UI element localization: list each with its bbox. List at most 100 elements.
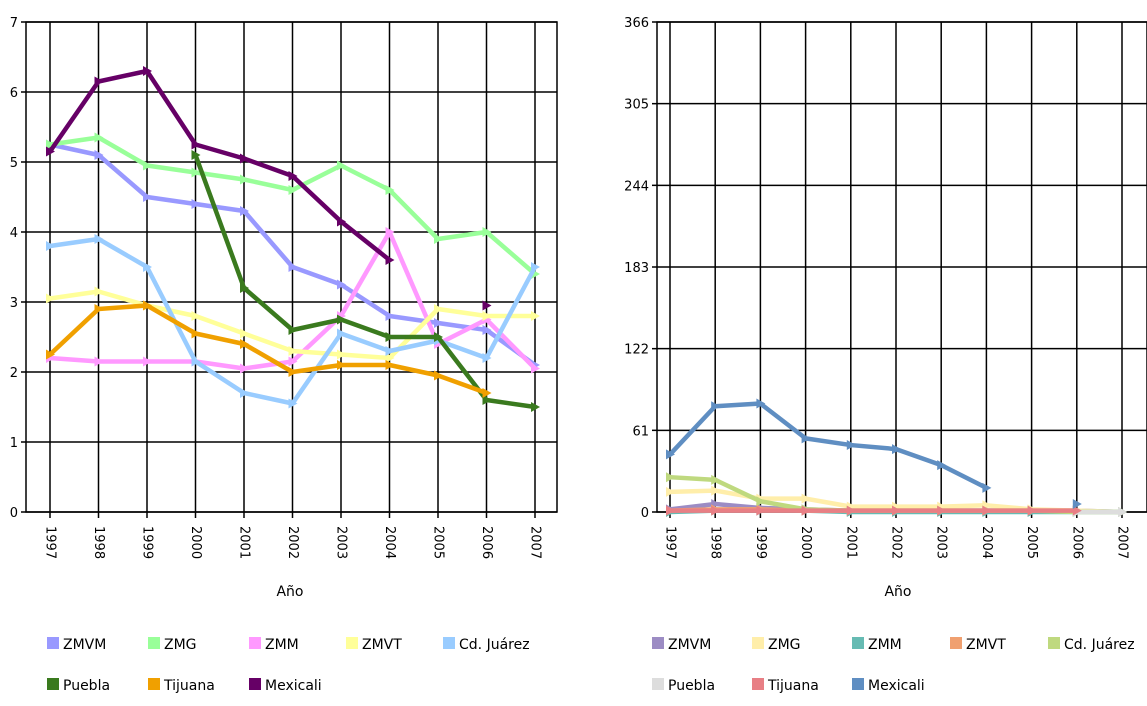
data-point — [240, 174, 249, 185]
x-tick-label: 2006 — [479, 526, 494, 559]
legend-swatch — [752, 678, 764, 690]
data-point — [288, 325, 298, 335]
data-point — [756, 505, 766, 516]
x-tick-label: 1999 — [753, 526, 768, 559]
series-mexicali — [46, 66, 492, 311]
data-point — [846, 440, 856, 451]
data-point — [482, 395, 492, 405]
data-point — [143, 160, 152, 171]
x-tick-label: 2001 — [237, 526, 252, 559]
data-point — [434, 304, 443, 314]
data-point — [385, 255, 395, 265]
data-point — [240, 388, 249, 398]
legend-swatch — [852, 637, 864, 649]
series-tijuana — [46, 300, 492, 398]
legend: ZMVM ZMG ZMM ZMVT Cd. Juárez Puebla Tijuana Mex… — [652, 637, 1135, 694]
data-point — [240, 153, 249, 164]
data-point — [482, 325, 492, 335]
data-point — [531, 262, 540, 272]
data-point — [434, 370, 443, 381]
data-point — [94, 286, 104, 297]
data-point — [94, 132, 104, 143]
legend-swatch — [1048, 637, 1060, 649]
y-tick-label: 305 — [624, 98, 649, 113]
data-point — [288, 356, 298, 367]
x-tick-label: 1999 — [140, 526, 155, 559]
y-tick-label: 244 — [624, 179, 649, 194]
data-point — [756, 398, 766, 409]
legend-label: ZMM — [265, 637, 299, 653]
legend-label: Puebla — [63, 678, 110, 694]
data-point — [240, 339, 249, 349]
data-point — [385, 311, 395, 321]
y-tick-label: 122 — [624, 343, 649, 358]
data-point — [143, 300, 152, 311]
y-tick-label: 4 — [10, 226, 18, 241]
data-point — [191, 150, 201, 160]
data-point — [143, 66, 152, 76]
y-tick-label: 0 — [641, 506, 649, 521]
x-axis-title: Año — [276, 584, 303, 600]
data-point — [240, 363, 249, 374]
data-point — [1027, 505, 1037, 516]
x-tick-label: 2003 — [934, 526, 949, 559]
data-point — [191, 311, 201, 321]
x-tick-label: 1997 — [43, 526, 58, 559]
data-point — [94, 234, 104, 244]
data-point — [288, 346, 298, 356]
data-point — [666, 505, 675, 516]
y-tick-label: 3 — [10, 296, 18, 311]
legend-label: ZMG — [768, 637, 801, 653]
x-tick-label: 2007 — [1115, 526, 1130, 559]
data-point — [982, 482, 992, 493]
data-point — [337, 216, 346, 227]
data-point — [191, 139, 201, 150]
x-tick-label: 2002 — [285, 526, 300, 559]
data-point — [531, 402, 540, 412]
data-point — [385, 332, 395, 342]
data-point — [46, 293, 55, 304]
data-point — [337, 360, 346, 370]
data-point — [892, 505, 901, 516]
data-point — [191, 328, 201, 339]
data-point — [191, 167, 201, 178]
data-point — [434, 318, 443, 328]
y-tick-label: 2 — [10, 366, 18, 381]
data-point — [801, 433, 811, 444]
data-point — [385, 360, 395, 370]
legend-label: Mexicali — [265, 678, 322, 694]
y-tick-label: 183 — [624, 261, 649, 276]
data-point — [143, 192, 152, 202]
data-point — [288, 262, 298, 272]
data-point — [385, 227, 395, 237]
y-tick-label: 366 — [624, 16, 649, 31]
x-tick-label: 2002 — [889, 526, 904, 559]
data-point — [240, 206, 249, 216]
data-point — [385, 353, 395, 363]
data-point — [94, 356, 104, 367]
legend-swatch — [47, 678, 59, 690]
data-point — [288, 367, 298, 377]
series-line — [47, 68, 392, 263]
data-point — [337, 349, 346, 360]
y-tick-label: 7 — [10, 16, 18, 31]
data-point — [94, 150, 104, 160]
series-mexicali — [666, 398, 1082, 509]
data-point — [143, 262, 152, 272]
series-zmvm — [46, 139, 540, 370]
legend-label: ZMG — [164, 637, 197, 653]
data-point — [937, 460, 947, 471]
x-tick-label: 2007 — [528, 526, 543, 559]
data-point — [801, 505, 811, 516]
series-line — [667, 401, 989, 491]
data-point — [337, 279, 346, 290]
data-point — [337, 328, 346, 339]
y-tick-label: 6 — [10, 86, 18, 101]
x-tick-label: 1998 — [91, 526, 106, 559]
data-point — [937, 505, 947, 516]
series-tijuana — [666, 505, 1082, 516]
data-point — [434, 332, 443, 342]
series-line — [47, 303, 489, 396]
data-point — [46, 349, 55, 360]
